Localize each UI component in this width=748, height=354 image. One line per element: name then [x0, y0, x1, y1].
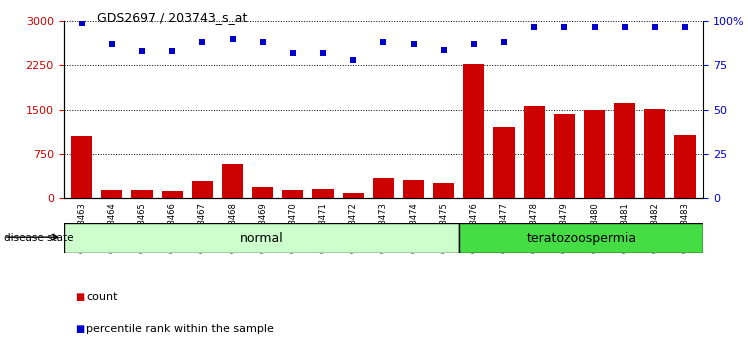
Bar [101, 190, 123, 198]
Text: disease state: disease state [4, 233, 73, 243]
Bar [459, 223, 703, 253]
Bar [494, 127, 515, 198]
Bar [463, 64, 485, 198]
Bar [252, 187, 273, 198]
Bar [614, 103, 635, 198]
Text: count: count [86, 292, 117, 302]
Bar [675, 135, 696, 198]
Bar [132, 190, 153, 198]
Bar [313, 189, 334, 198]
Bar [433, 183, 454, 198]
Bar [584, 110, 605, 198]
Text: ■: ■ [75, 324, 84, 334]
Bar [191, 181, 213, 198]
Bar [64, 223, 459, 253]
Text: normal: normal [239, 232, 283, 245]
Bar [524, 105, 545, 198]
Text: percentile rank within the sample: percentile rank within the sample [86, 324, 274, 334]
Text: ■: ■ [75, 292, 84, 302]
Bar [554, 114, 575, 198]
Bar [343, 193, 364, 198]
Bar [644, 109, 666, 198]
Text: teratozoospermia: teratozoospermia [527, 232, 637, 245]
Text: GDS2697 / 203743_s_at: GDS2697 / 203743_s_at [97, 11, 248, 24]
Bar [373, 178, 394, 198]
Bar [162, 191, 183, 198]
Bar [403, 180, 424, 198]
Bar [71, 136, 92, 198]
Bar [222, 164, 243, 198]
Bar [282, 190, 304, 198]
